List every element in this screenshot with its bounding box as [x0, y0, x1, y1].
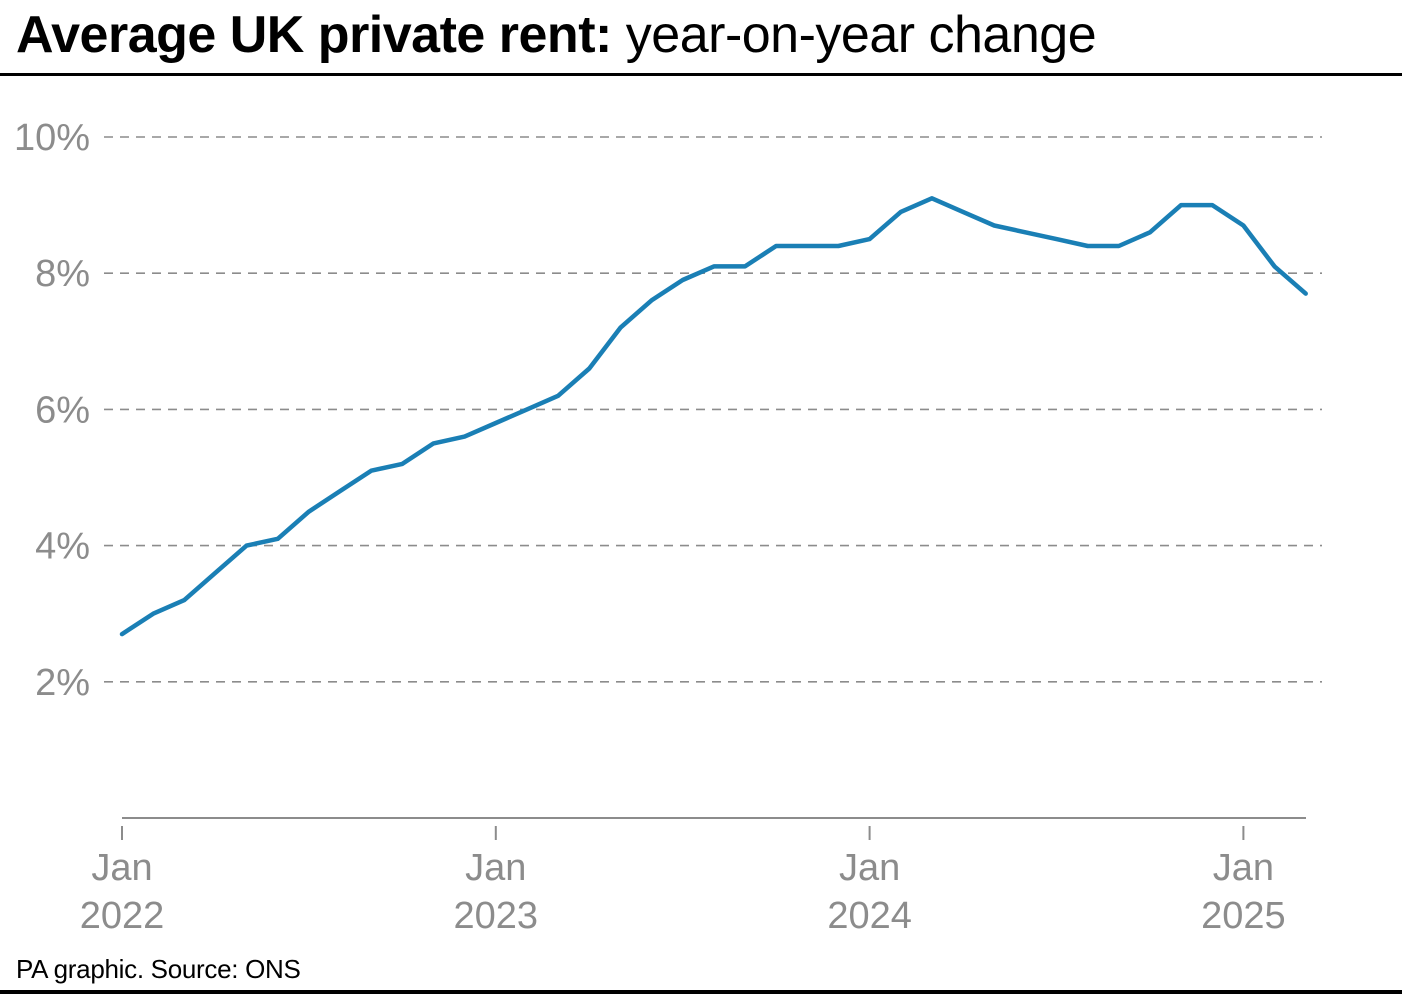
x-tick-label-year: 2023 — [454, 895, 539, 937]
title-divider — [0, 73, 1402, 76]
x-axis-ticks: Jan 2022 Jan 2023 Jan 2024 Jan 2025 — [80, 826, 1286, 937]
gridlines — [104, 136, 1322, 683]
y-tick-label: 2% — [35, 662, 90, 704]
y-tick-label: 8% — [35, 253, 90, 295]
chart-title-bold: Average UK private rent: — [16, 6, 612, 64]
x-tick-label-month: Jan — [465, 847, 526, 889]
x-tick-label-month: Jan — [1213, 847, 1274, 889]
chart-title: Average UK private rent: year-on-year ch… — [16, 2, 1097, 68]
chart-title-regular: year-on-year change — [625, 6, 1097, 64]
series-group — [119, 196, 1308, 637]
y-tick-label: 6% — [35, 389, 90, 431]
series-line — [119, 196, 1308, 637]
y-axis-tick-labels: 10% 8% 6% 4% 2% — [14, 117, 90, 704]
x-tick-label-year: 2022 — [80, 895, 165, 937]
footer-divider — [0, 990, 1402, 994]
y-tick-label: 4% — [35, 526, 90, 568]
source-credit: PA graphic. Source: ONS — [16, 954, 301, 984]
x-tick-label-month: Jan — [839, 847, 900, 889]
x-tick-label-year: 2024 — [827, 895, 912, 937]
y-tick-label: 10% — [14, 117, 90, 159]
x-tick-label-year: 2025 — [1201, 895, 1286, 937]
x-tick-label-month: Jan — [91, 847, 152, 889]
